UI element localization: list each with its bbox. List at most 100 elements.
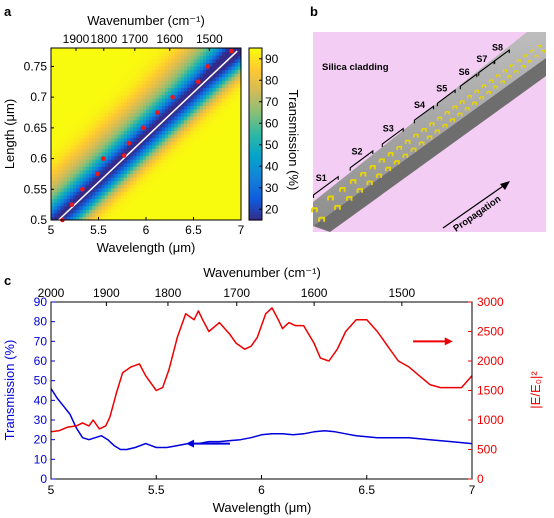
heatmap-cell (237, 91, 241, 96)
heatmap-cell (215, 134, 220, 139)
heatmap-cell (111, 58, 115, 63)
heatmap-cell (123, 69, 128, 74)
heatmap-cell (234, 180, 239, 185)
heatmap-cell (92, 69, 96, 74)
heatmap-cell (76, 144, 81, 149)
heatmap-cell (57, 166, 62, 171)
heatmap-cell (114, 137, 119, 142)
heatmap-cell (209, 108, 214, 114)
heatmap-cell (187, 91, 191, 96)
heatmap-cell (60, 184, 65, 189)
heatmap-cell (168, 194, 172, 200)
heatmap-cell (234, 141, 239, 146)
heatmap-cell (60, 144, 65, 149)
heatmap-cell (206, 202, 210, 207)
heatmap-cell (60, 130, 65, 135)
heatmap-cell (108, 83, 112, 89)
heatmap-cell (57, 212, 62, 218)
heatmap-cell (98, 202, 103, 207)
heatmap-cell (187, 119, 191, 124)
heatmap-cell (237, 169, 241, 175)
heatmap-cell (158, 134, 163, 139)
heatmap-cell (165, 73, 169, 78)
heatmap-cell (60, 151, 65, 157)
heatmap-cell (54, 80, 58, 85)
heatmap-cell (209, 212, 214, 218)
heatmap-cell (142, 76, 147, 81)
heatmap-cell (225, 134, 229, 139)
heatmap-cell (196, 112, 201, 117)
heatmap-cell (199, 151, 204, 157)
left-y-tick-label: 80 (34, 315, 48, 329)
colorbar-cell (249, 162, 262, 167)
heatmap-cell (114, 126, 119, 132)
heatmap-cell (203, 130, 207, 135)
heatmap-cell (101, 194, 106, 200)
heatmap-cell (60, 119, 65, 124)
heatmap-cell (51, 216, 55, 220)
resonance-marker (205, 64, 211, 69)
heatmap-cell (146, 69, 150, 74)
heatmap-cell (184, 87, 188, 92)
heatmap-cell (120, 141, 125, 146)
heatmap-cell (85, 205, 90, 210)
heatmap-cell (206, 159, 210, 164)
heatmap-cell (85, 162, 90, 167)
heatmap-cell (139, 159, 144, 164)
heatmap-cell (73, 216, 77, 220)
heatmap-cell (171, 91, 176, 96)
heatmap-cell (127, 48, 131, 53)
heatmap-cell (73, 159, 77, 164)
nanoantenna (481, 84, 487, 88)
heatmap-cell (123, 155, 128, 160)
heatmap-cell (92, 209, 96, 214)
heatmap-cell (187, 58, 191, 63)
heatmap-cell (63, 205, 68, 210)
heatmap-cell (114, 141, 119, 146)
heatmap-cell (199, 184, 204, 189)
heatmap-cell (104, 98, 109, 103)
heatmap-cell (60, 212, 65, 218)
heatmap-cell (120, 202, 125, 207)
heatmap-cell (187, 198, 191, 203)
heatmap-cell (57, 48, 62, 53)
heatmap-cell (142, 101, 147, 106)
heatmap-cell (165, 187, 169, 192)
heatmap-cell (206, 216, 210, 220)
heatmap-cell (174, 108, 179, 114)
left-y-tick-label: 20 (34, 433, 48, 447)
heatmap-cell (120, 194, 125, 200)
heatmap-cell (108, 187, 112, 192)
heatmap-cell (95, 116, 100, 121)
heatmap-cell (225, 180, 229, 185)
heatmap-cell (117, 166, 122, 171)
heatmap-cell (73, 98, 77, 103)
heatmap-cell (158, 94, 163, 99)
heatmap-cell (146, 55, 150, 60)
heatmap-cell (155, 91, 160, 96)
heatmap-cell (158, 65, 163, 71)
heatmap-cell (149, 69, 153, 74)
heatmap-cell (228, 134, 233, 139)
heatmap-cell (54, 137, 58, 142)
heatmap-cell (133, 123, 138, 128)
heatmap-cell (108, 166, 112, 171)
heatmap-cell (54, 62, 58, 67)
heatmap-cell (139, 83, 144, 89)
heatmap-cell (108, 134, 112, 139)
heatmap-cell (231, 216, 236, 220)
heatmap-cell (73, 130, 77, 135)
heatmap-cell (114, 159, 119, 164)
heatmap-cell (234, 166, 239, 171)
heatmap-cell (133, 141, 138, 146)
heatmap-cell (199, 83, 204, 89)
heatmap-cell (199, 58, 204, 63)
heatmap-cell (98, 58, 103, 63)
heatmap-cell (206, 105, 210, 110)
heatmap-cell (234, 69, 239, 74)
heatmap-cell (212, 177, 217, 182)
nanoantenna (516, 59, 521, 63)
heatmap-cell (231, 73, 236, 78)
heatmap-cell (133, 101, 138, 106)
